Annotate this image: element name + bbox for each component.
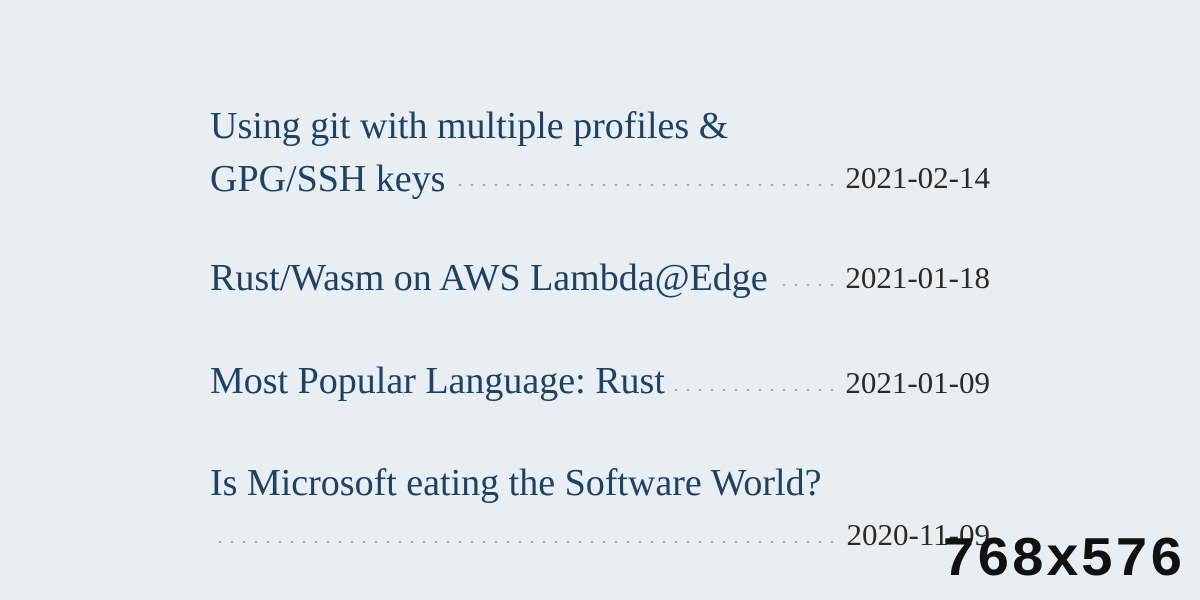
post-item: Rust/Wasm on AWS Lambda@Edge 2021-01-18 [210, 252, 990, 355]
post-item: Using git with multiple profiles & GPG/S… [210, 100, 990, 252]
post-title-text: Most Popular Language: Rust [210, 360, 673, 402]
post-title-text: Rust/Wasm on AWS Lambda@Edge [210, 257, 776, 299]
post-list: Using git with multiple profiles & GPG/S… [210, 100, 990, 572]
post-title-link[interactable]: Using git with multiple profiles & GPG/S… [210, 100, 830, 206]
size-overlay-label: 768x576 [942, 528, 1184, 592]
post-date: 2021-02-14 [840, 158, 990, 198]
post-date: 2021-01-09 [840, 363, 990, 403]
post-title-link[interactable]: Rust/Wasm on AWS Lambda@Edge [210, 252, 830, 305]
post-title-text: Is Microsoft eating the Software World? [210, 462, 829, 504]
post-title-link[interactable]: Most Popular Language: Rust [210, 355, 830, 408]
post-title-link[interactable]: Is Microsoft eating the Software World? [210, 457, 830, 510]
post-item: Most Popular Language: Rust 2021-01-09 [210, 355, 990, 457]
post-date: 2021-01-18 [840, 258, 990, 298]
dot-leader [210, 541, 838, 543]
post-item: Is Microsoft eating the Software World? … [210, 457, 990, 572]
